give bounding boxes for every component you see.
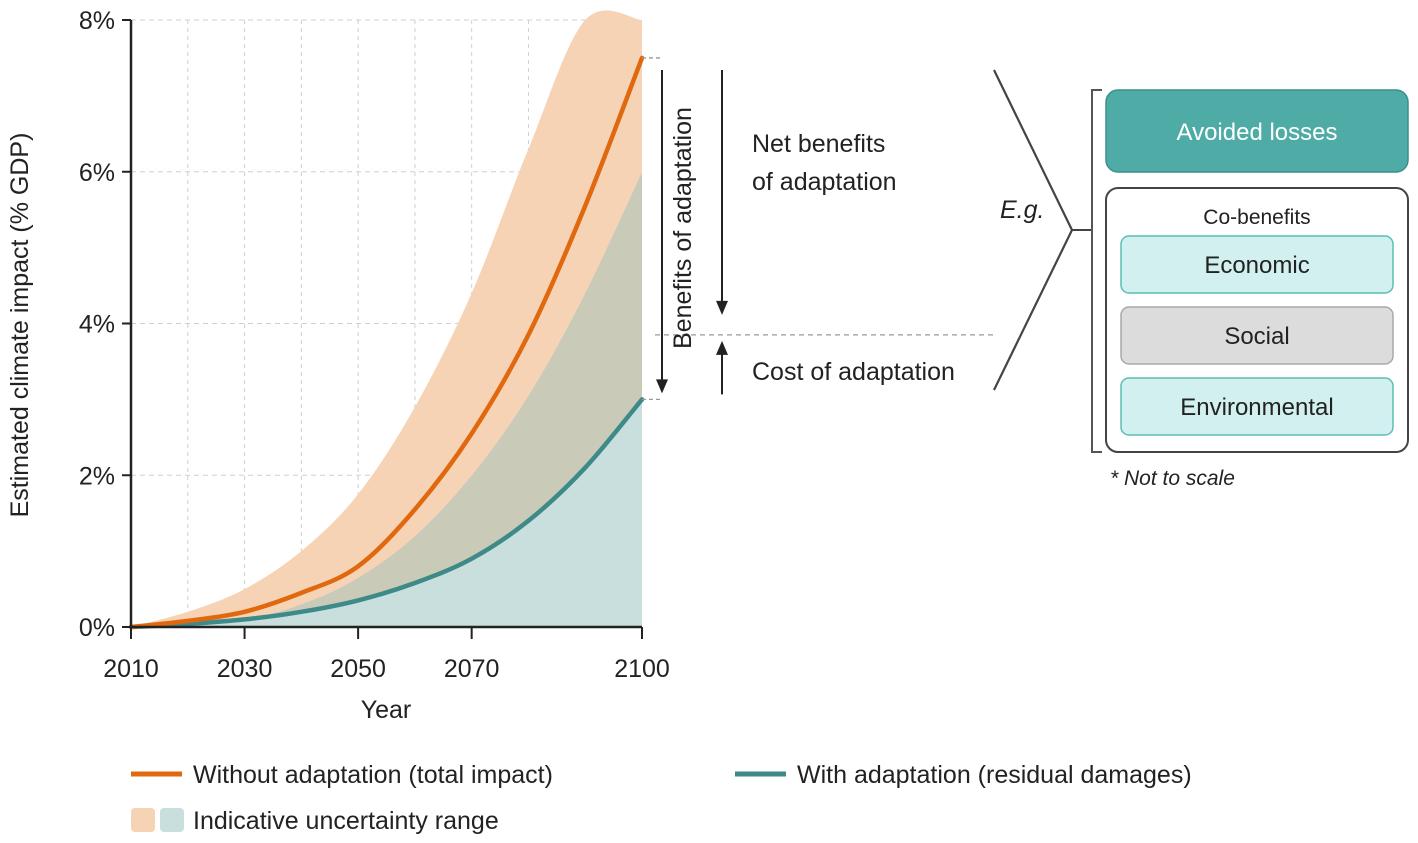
environmental-label: Environmental: [1180, 394, 1333, 421]
uncertainty-bands: [131, 10, 642, 628]
arrow-head: [716, 300, 728, 315]
boxes-bracket: [1091, 89, 1102, 453]
legend-label-without: Without adaptation (total impact): [193, 761, 553, 789]
series-line-with-adaptation: [128, 397, 645, 630]
net-benefits-label-line2: of adaptation: [752, 168, 897, 196]
x-tick-label: 2030: [217, 655, 273, 683]
economic-box: [1120, 235, 1394, 294]
cost-label: Cost of adaptation: [752, 358, 955, 386]
environmental-box: [1120, 377, 1394, 436]
y-tick-label: 2%: [79, 462, 115, 490]
avoided-losses-box: [1105, 89, 1409, 173]
social-box: [1120, 306, 1394, 365]
x-tick-label: 2100: [614, 655, 670, 683]
y-tick-label: 8%: [79, 7, 115, 35]
series-line-without-adaptation: [128, 55, 645, 630]
uncertainty-band-overlap: [131, 171, 642, 628]
series-lines: [128, 55, 645, 630]
x-axis-label: Year: [361, 696, 412, 724]
x-tick-label: 2050: [330, 655, 386, 683]
x-tick-label: 2010: [103, 655, 159, 683]
axes: [122, 19, 643, 639]
legend-swatch-teal: [160, 808, 184, 832]
cost-arrow: [716, 340, 728, 395]
social-label: Social: [1224, 323, 1289, 350]
legend-swatch-orange: [131, 808, 155, 832]
net-benefits-label-line1: Net benefits: [752, 130, 885, 158]
uncertainty-band-with: [131, 399, 642, 627]
arrow-head: [656, 379, 668, 394]
legend-label-range: Indicative uncertainty range: [193, 807, 499, 835]
tick-labels: 0% 2% 4% 6% 8% 2010 2030 2050 2070 2100: [79, 7, 670, 683]
y-tick-label: 6%: [79, 159, 115, 187]
y-tick-label: 4%: [79, 311, 115, 339]
not-to-scale-note: * Not to scale: [1110, 467, 1235, 490]
eg-chevron: [993, 69, 1074, 391]
economic-label: Economic: [1204, 252, 1309, 279]
benefits-label: Benefits of adaptation: [669, 107, 697, 349]
arrow-head: [716, 340, 728, 355]
x-tick-label: 2070: [444, 655, 500, 683]
legend-label-with: With adaptation (residual damages): [797, 761, 1192, 789]
eg-label: E.g.: [1000, 196, 1044, 224]
net-benefits-arrow: [716, 69, 728, 315]
benefits-arrow: [656, 69, 668, 394]
co-benefits-title: Co-benefits: [1203, 206, 1310, 229]
uncertainty-band-without: [131, 10, 642, 627]
avoided-losses-label: Avoided losses: [1177, 119, 1338, 146]
y-tick-label: 0%: [79, 614, 115, 642]
annotation-arrows: [642, 57, 994, 401]
y-axis-label: Estimated climate impact (% GDP): [6, 133, 34, 518]
